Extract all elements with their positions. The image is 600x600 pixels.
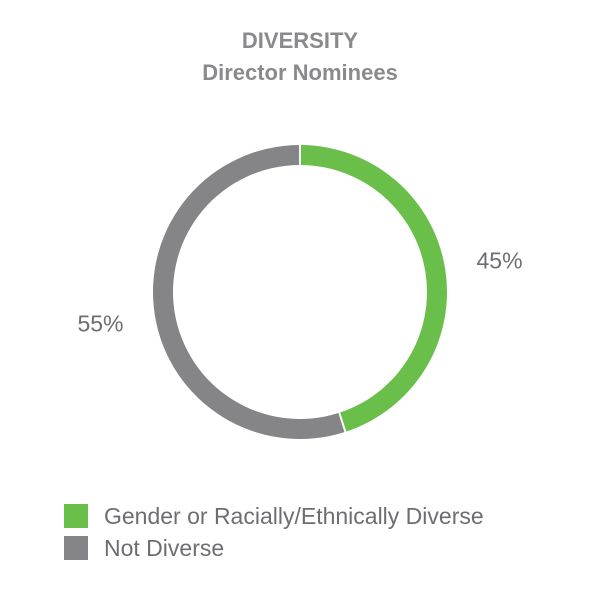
legend-swatch-not-diverse — [64, 536, 88, 560]
chart-legend: Gender or Racially/Ethnically Diverse No… — [64, 500, 484, 564]
chart-subtitle: Director Nominees — [202, 60, 398, 85]
legend-item-not-diverse: Not Diverse — [64, 532, 484, 564]
data-label-diverse: 45% — [476, 247, 522, 273]
donut-slice-diverse — [300, 145, 447, 432]
legend-label-not-diverse: Not Diverse — [104, 534, 225, 561]
legend-swatch-diverse — [64, 504, 88, 528]
legend-label-diverse: Gender or Racially/Ethnically Diverse — [104, 502, 484, 529]
chart-title-main: DIVERSITY — [241, 28, 359, 53]
donut-slice-not-diverse — [152, 145, 345, 439]
data-label-not-diverse: 55% — [77, 311, 123, 337]
legend-item-diverse: Gender or Racially/Ethnically Diverse — [64, 500, 484, 532]
